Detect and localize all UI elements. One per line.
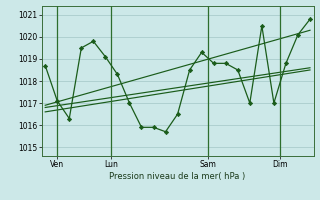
X-axis label: Pression niveau de la mer( hPa ): Pression niveau de la mer( hPa ) [109,172,246,181]
